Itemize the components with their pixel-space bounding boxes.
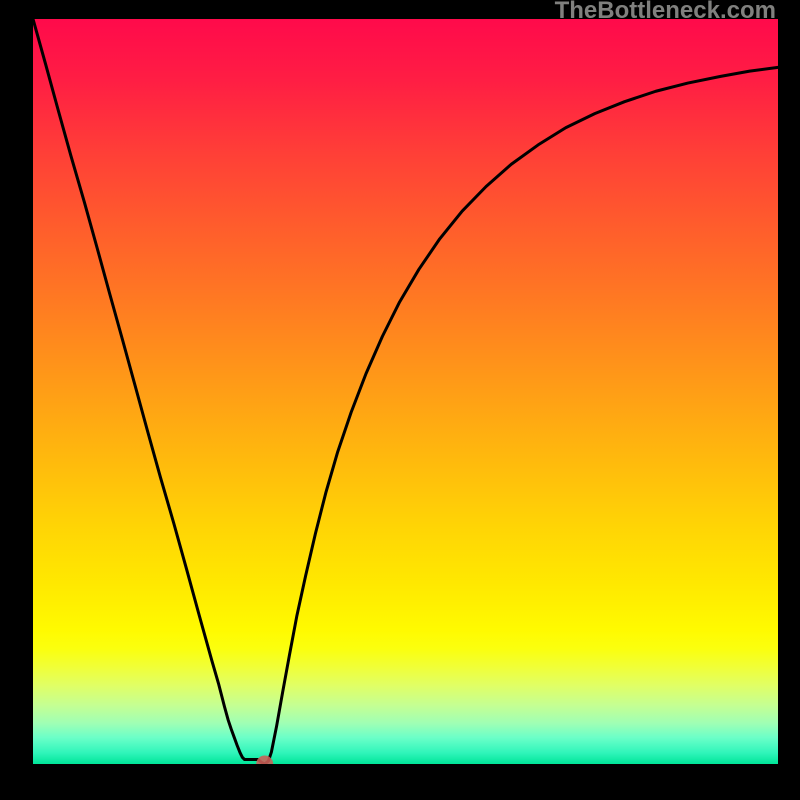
watermark-text: TheBottleneck.com <box>555 0 776 25</box>
plot-area <box>33 19 778 764</box>
chart-frame: TheBottleneck.com <box>0 0 800 800</box>
gradient-background <box>33 19 778 764</box>
